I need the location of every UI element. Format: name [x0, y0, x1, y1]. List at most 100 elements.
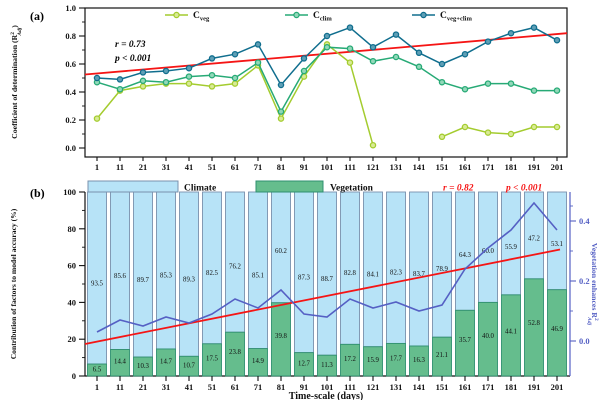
bar-climate — [202, 191, 222, 345]
data-point — [162, 78, 170, 86]
data-point — [208, 55, 216, 62]
data-point — [185, 73, 193, 80]
svg-text:82.3: 82.3 — [390, 270, 402, 277]
panel-a-legend: Cveg Cclim Cveg+clim — [165, 11, 472, 23]
data-point — [346, 45, 354, 52]
legend-label: Cveg+clim — [440, 11, 472, 23]
svg-text:0: 0 — [72, 371, 76, 381]
svg-text:21.1: 21.1 — [436, 352, 448, 359]
svg-text:89.7: 89.7 — [137, 277, 149, 284]
svg-text:0.8: 0.8 — [65, 31, 76, 41]
data-point — [530, 24, 538, 31]
panel-b-chart: 0 20 40 60 80 100 93.5 6.5 85.6 14.4 89.7 10.3 85.3 1… — [9, 180, 599, 400]
svg-text:81: 81 — [277, 382, 286, 392]
data-point — [392, 31, 400, 38]
panel-b-legend: Climate Vegetation r = 0.82 p < 0.001 — [87, 180, 542, 194]
svg-text:87.3: 87.3 — [298, 274, 310, 281]
panel-b-trend-line — [84, 248, 561, 345]
svg-text:121: 121 — [367, 382, 380, 392]
svg-text:0.4: 0.4 — [579, 216, 590, 226]
svg-text:201: 201 — [551, 162, 564, 172]
svg-text:15.9: 15.9 — [367, 357, 379, 364]
svg-text:93.5: 93.5 — [91, 280, 103, 287]
series-line-0 — [93, 41, 561, 149]
svg-text:181: 181 — [505, 162, 518, 172]
data-point — [231, 50, 239, 58]
svg-text:40: 40 — [68, 297, 77, 307]
svg-text:1: 1 — [95, 382, 99, 392]
svg-text:131: 131 — [390, 382, 403, 392]
bar-value-labels: 93.5 6.5 85.6 14.4 89.7 10.3 85.3 14.7 89.3 10.7 8… — [91, 235, 563, 373]
svg-text:83.7: 83.7 — [413, 271, 425, 278]
svg-text:11: 11 — [116, 162, 124, 172]
bar-climate — [87, 191, 107, 365]
series-line-1 — [93, 43, 561, 115]
svg-text:53.1: 53.1 — [551, 241, 563, 248]
svg-text:12.7: 12.7 — [298, 360, 310, 367]
svg-text:0.2: 0.2 — [579, 276, 590, 286]
svg-text:44.1: 44.1 — [505, 329, 517, 336]
svg-text:11.3: 11.3 — [321, 362, 333, 369]
data-point — [139, 83, 147, 90]
svg-text:40.0: 40.0 — [482, 333, 494, 340]
svg-text:17.5: 17.5 — [206, 356, 218, 363]
svg-text:47.2: 47.2 — [528, 235, 540, 242]
svg-text:100: 100 — [63, 187, 76, 197]
svg-text:1.0: 1.0 — [65, 3, 76, 13]
svg-text:85.3: 85.3 — [160, 272, 172, 279]
svg-text:51: 51 — [208, 382, 217, 392]
data-point — [323, 32, 331, 40]
data-point — [507, 80, 515, 87]
bar-climate — [363, 191, 383, 348]
bar-vegetation — [547, 289, 567, 377]
data-point — [93, 115, 101, 122]
bar-climate — [156, 191, 176, 350]
svg-text:17.7: 17.7 — [390, 355, 402, 362]
svg-text:171: 171 — [482, 382, 495, 392]
svg-text:35.7: 35.7 — [459, 337, 471, 344]
panel-b-p-annotation: p < 0.001 — [505, 184, 542, 194]
data-point — [438, 60, 446, 68]
panel-a-y-axis-label: Coefficient of determination (R2Adj) — [10, 25, 23, 139]
svg-text:111: 111 — [344, 162, 356, 172]
svg-text:10.7: 10.7 — [183, 362, 195, 369]
svg-text:46.9: 46.9 — [551, 326, 563, 333]
svg-text:14.9: 14.9 — [252, 358, 264, 365]
data-point — [461, 50, 469, 58]
data-point — [116, 76, 124, 83]
bar-vegetation — [524, 278, 544, 377]
svg-text:0.0: 0.0 — [65, 143, 76, 153]
svg-text:111: 111 — [344, 382, 356, 392]
svg-text:11: 11 — [116, 382, 124, 392]
panel-b-r-annotation: r = 0.82 — [443, 184, 474, 194]
panel-a-plot-box — [84, 7, 568, 158]
bar-climate — [294, 191, 314, 354]
svg-text:89.3: 89.3 — [183, 276, 195, 283]
data-point — [461, 123, 469, 131]
data-point — [139, 77, 147, 85]
svg-text:1: 1 — [95, 162, 99, 172]
panel-b-left-axis-label: Contribution of factors to model accurac… — [9, 208, 18, 359]
svg-text:131: 131 — [390, 162, 403, 172]
svg-text:141: 141 — [413, 162, 426, 172]
svg-text:101: 101 — [321, 382, 334, 392]
data-point — [553, 36, 561, 44]
svg-text:10.3: 10.3 — [137, 363, 149, 370]
svg-text:6.5: 6.5 — [93, 367, 102, 374]
data-point — [369, 43, 377, 51]
svg-text:71: 71 — [254, 382, 263, 392]
legend-label-vegetation: Vegetation — [330, 184, 374, 194]
data-point — [231, 74, 239, 82]
svg-text:101: 101 — [321, 162, 334, 172]
series-line-2 — [93, 24, 561, 89]
data-point — [438, 78, 446, 86]
svg-text:61: 61 — [231, 162, 240, 172]
svg-text:181: 181 — [505, 382, 518, 392]
data-point — [300, 55, 308, 62]
svg-text:41: 41 — [185, 382, 194, 392]
data-point — [415, 63, 423, 71]
svg-text:64.3: 64.3 — [459, 252, 471, 259]
data-point — [484, 38, 492, 45]
svg-text:141: 141 — [413, 382, 426, 392]
